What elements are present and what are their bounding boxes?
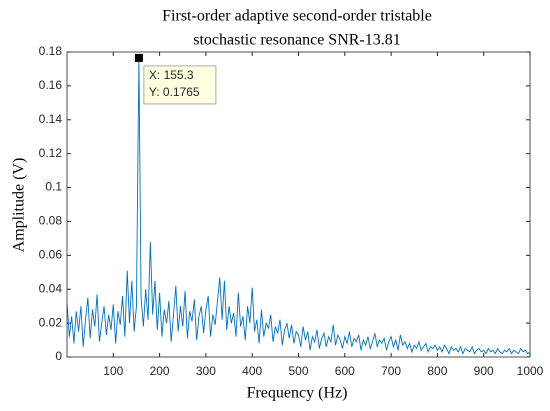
- x-axis-label: Frequency (Hz): [247, 385, 348, 402]
- x-tick-label: 100: [103, 364, 123, 378]
- x-tick-label: 800: [427, 364, 447, 378]
- x-tick-label: 300: [196, 364, 216, 378]
- chart-title: stochastic resonance SNR-13.81: [193, 32, 401, 49]
- y-tick-label: 0.12: [39, 146, 63, 160]
- x-tick-label: 600: [335, 364, 355, 378]
- y-tick-label: 0.1: [45, 180, 62, 194]
- plot-area: [66, 51, 531, 358]
- y-tick-label: 0.08: [39, 214, 63, 228]
- x-tick-label: 1000: [517, 364, 544, 378]
- datatip-label: X: 155.3: [149, 68, 194, 82]
- x-tick-label: 200: [150, 364, 170, 378]
- x-tick-label: 900: [474, 364, 494, 378]
- y-tick-label: 0.16: [39, 78, 63, 92]
- x-tick-label: 700: [381, 364, 401, 378]
- y-tick-label: 0.02: [39, 315, 63, 329]
- chart-title: First-order adaptive second-order trista…: [162, 8, 432, 25]
- data-line: [66, 57, 531, 355]
- y-tick-label: 0: [55, 349, 62, 363]
- x-tick-label: 500: [288, 364, 308, 378]
- y-tick-label: 0.04: [39, 281, 63, 295]
- datatip-label: Y: 0.1765: [149, 85, 200, 99]
- datatip-box: [143, 65, 217, 105]
- datatip-marker: [134, 53, 143, 62]
- y-tick-label: 0.14: [39, 112, 63, 126]
- y-tick-label: 0.06: [39, 248, 63, 262]
- x-tick-label: 400: [242, 364, 262, 378]
- y-axis-label: Amplitude (V): [11, 158, 28, 253]
- y-tick-label: 0.18: [39, 44, 63, 58]
